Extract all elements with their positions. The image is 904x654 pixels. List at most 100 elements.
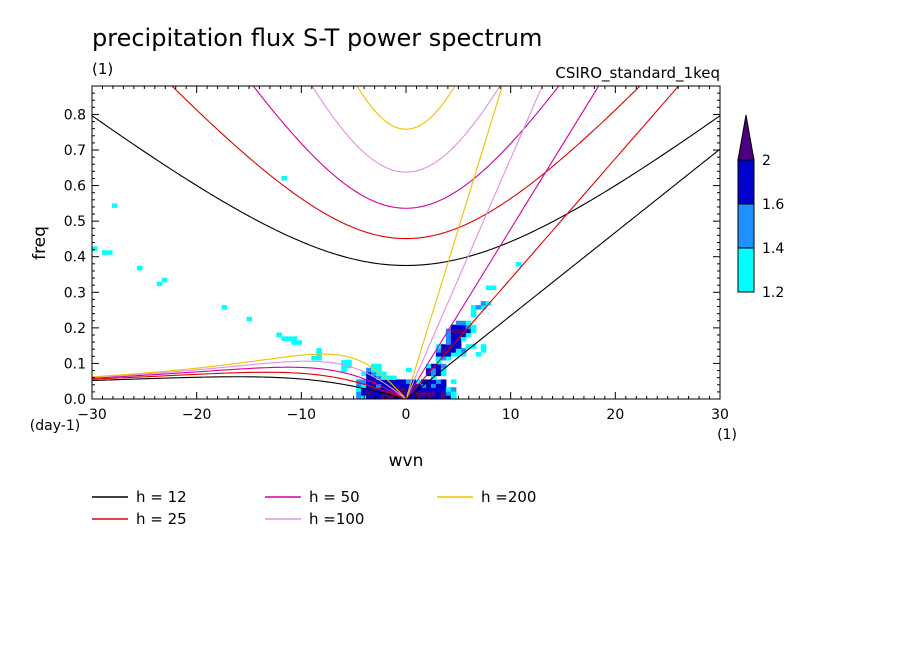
spectrum-cell bbox=[455, 348, 462, 353]
spectrum-cell bbox=[445, 340, 452, 345]
spectrum-cell bbox=[92, 246, 98, 251]
spectrum-cell bbox=[440, 391, 447, 396]
spectrum-cell bbox=[381, 395, 387, 399]
legend-label: h = 50 bbox=[309, 488, 360, 506]
legend-label: h =100 bbox=[309, 510, 364, 528]
spectrum-cell bbox=[425, 363, 432, 369]
spectrum-cell bbox=[450, 395, 457, 399]
spectrum-cell bbox=[445, 391, 452, 396]
spectrum-cell bbox=[435, 379, 442, 384]
y-tick-label: 0.1 bbox=[64, 356, 86, 372]
spectrum-cell bbox=[435, 363, 442, 369]
spectrum-cell bbox=[425, 383, 432, 388]
spectrum-cell bbox=[371, 363, 377, 369]
spectrum-cell bbox=[450, 336, 457, 341]
dispersion-curve-h12-rossby bbox=[92, 376, 407, 399]
dataset-label: CSIRO_standard_1keq bbox=[555, 64, 720, 83]
spectrum-cell bbox=[450, 328, 457, 334]
colorbar-label: 1.6 bbox=[762, 197, 784, 213]
spectrum-cell bbox=[281, 175, 287, 181]
x-tick-label: −30 bbox=[77, 407, 107, 423]
spectrum-cell bbox=[391, 375, 397, 381]
spectrum-cell bbox=[435, 367, 442, 373]
spectrum-cell bbox=[455, 320, 462, 326]
dispersion-curve-h200-rossby bbox=[92, 353, 407, 399]
spectrum-cell bbox=[381, 387, 387, 392]
dispersion-curve-h12-kelvin bbox=[405, 148, 720, 399]
spectrum-cell bbox=[460, 324, 467, 330]
spectrum-cell bbox=[420, 383, 427, 388]
spectrum-cell bbox=[455, 332, 462, 337]
spectrum-cell bbox=[366, 375, 372, 381]
spectrum-cell bbox=[435, 352, 442, 357]
spectrum-cell bbox=[376, 371, 382, 377]
spectrum-cell bbox=[480, 301, 487, 306]
spectrum-cell bbox=[415, 391, 422, 396]
spectrum-cell bbox=[396, 387, 402, 392]
spectrum-cell bbox=[430, 375, 437, 381]
spectrum-cell bbox=[371, 395, 377, 399]
spectrum-cell bbox=[401, 379, 407, 384]
spectrum-cell bbox=[420, 391, 427, 396]
spectrum-cell bbox=[440, 371, 447, 377]
colorbar-swatch bbox=[737, 247, 755, 293]
spectrum-cell bbox=[221, 305, 228, 310]
spectrum-cell bbox=[420, 387, 427, 392]
spectrum-cell bbox=[470, 328, 477, 334]
spectrum-cell bbox=[381, 371, 387, 377]
spectrum-cell bbox=[430, 383, 437, 388]
x-tick-label: 10 bbox=[502, 407, 520, 423]
dispersion-curve-h25-kelvin bbox=[405, 86, 680, 399]
spectrum-cell bbox=[460, 320, 467, 326]
spectrum-cell bbox=[425, 379, 432, 384]
spectrum-cell bbox=[465, 332, 472, 337]
spectrum-cell bbox=[455, 352, 462, 357]
dispersion-curve-h200-kelvin bbox=[405, 86, 503, 399]
colorbar-label: 2 bbox=[762, 153, 771, 169]
spectrum-cell bbox=[366, 379, 372, 384]
spectrum-cell bbox=[430, 367, 437, 373]
dispersion-curve-h100-kelvin bbox=[405, 86, 543, 399]
spectrum-cell bbox=[371, 371, 377, 377]
colorbar-label: 1.4 bbox=[762, 241, 784, 257]
spectrum-cell bbox=[440, 355, 447, 361]
spectrum-cell bbox=[465, 328, 472, 334]
x-tick-label: −20 bbox=[182, 407, 212, 423]
spectrum-cell bbox=[450, 332, 457, 337]
spectrum-cell bbox=[460, 332, 467, 337]
colorbar: 1.2 1.4 1.6 2 bbox=[737, 114, 784, 301]
spectrum-cell bbox=[376, 391, 382, 396]
spectrum-cell bbox=[460, 348, 467, 353]
spectrum-cell bbox=[371, 367, 377, 373]
spectrum-cell bbox=[381, 375, 387, 381]
spectrum-cell bbox=[425, 395, 432, 399]
spectrum-cell bbox=[455, 328, 462, 334]
plot-frame bbox=[91, 85, 721, 400]
spectrum-cell bbox=[376, 379, 382, 384]
spectrum-cell bbox=[420, 395, 427, 399]
spectrum-cell bbox=[470, 312, 477, 318]
spectrum-cell bbox=[346, 359, 352, 365]
spectrum-cell bbox=[381, 383, 387, 388]
y-tick-label: 0.7 bbox=[64, 143, 86, 159]
spectrum-contour-fill bbox=[92, 175, 522, 399]
y-tick-label: 0.5 bbox=[64, 214, 86, 230]
spectrum-cell bbox=[440, 344, 447, 349]
spectrum-cell bbox=[480, 348, 487, 353]
spectrum-cell bbox=[356, 383, 362, 388]
spectrum-cell bbox=[430, 379, 437, 384]
y-tick-label: 0.2 bbox=[64, 321, 86, 337]
spectrum-cell bbox=[415, 379, 422, 384]
spectrum-cell bbox=[465, 344, 472, 349]
spectrum-cell bbox=[291, 336, 297, 341]
spectrum-cell bbox=[296, 340, 302, 345]
spectrum-cell bbox=[410, 395, 417, 399]
spectrum-cell bbox=[440, 379, 447, 384]
spectrum-cell bbox=[371, 379, 377, 384]
dispersion-curve-h50-ig bbox=[252, 86, 560, 209]
y-axis-unit: (day-1) bbox=[30, 418, 80, 434]
spectrum-cell bbox=[361, 387, 367, 392]
spectrum-cell bbox=[361, 379, 367, 384]
legend-label: h =200 bbox=[481, 488, 536, 506]
